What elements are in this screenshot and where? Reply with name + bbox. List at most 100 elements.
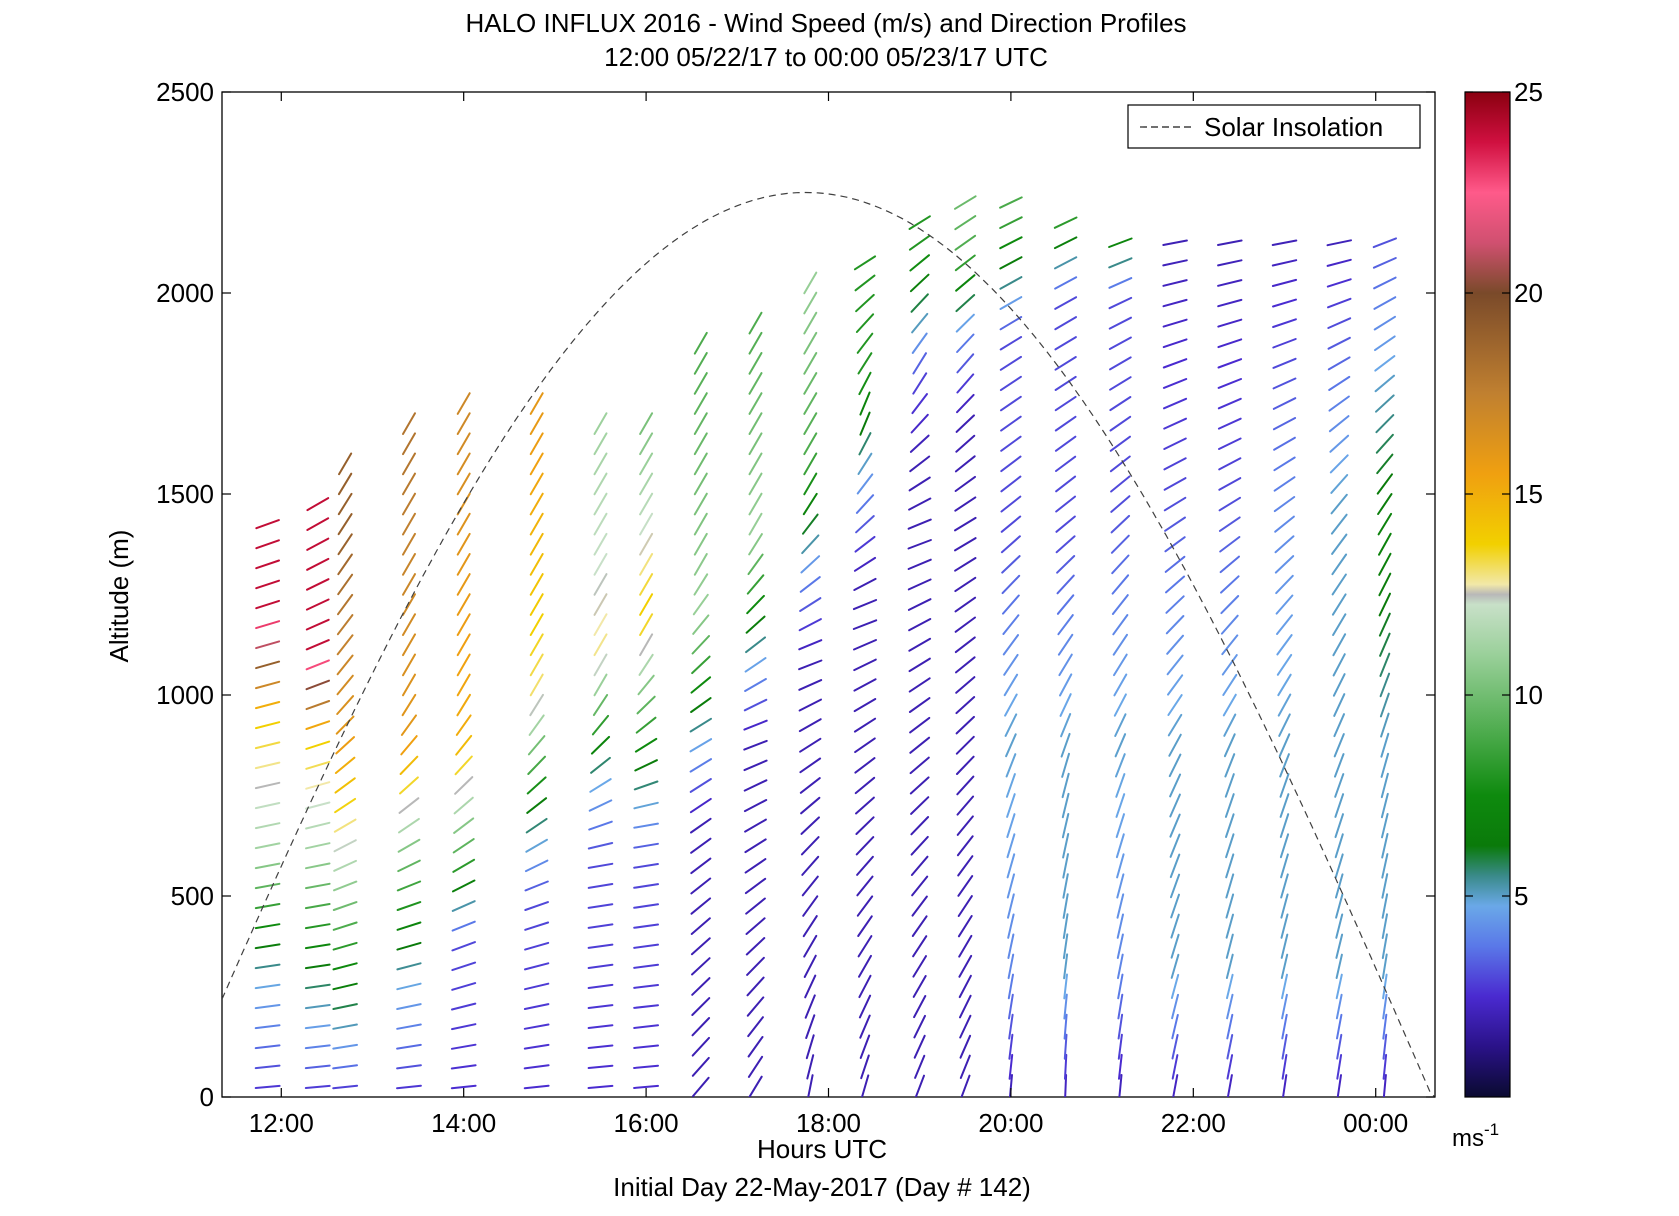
wind-arrow — [255, 701, 281, 710]
wind-arrow — [1335, 953, 1343, 979]
wind-arrow — [402, 553, 416, 576]
wind-arrow — [748, 352, 763, 375]
wind-arrow — [1000, 535, 1021, 554]
wind-arrow — [798, 618, 822, 632]
wind-arrow — [1376, 473, 1393, 495]
wind-arrow — [1171, 1014, 1179, 1040]
colorbar-tick-label: 5 — [1514, 881, 1528, 911]
wind-arrow — [1112, 614, 1129, 636]
wind-arrow — [1110, 495, 1131, 513]
wind-arrow — [639, 593, 654, 616]
wind-arrow — [1117, 973, 1124, 1000]
wind-arrow — [593, 472, 608, 496]
wind-arrow — [798, 698, 822, 712]
wind-arrow — [1334, 833, 1344, 859]
wind-arrow — [1000, 415, 1022, 432]
wind-arrow — [743, 719, 768, 731]
wind-arrow — [1116, 933, 1124, 959]
wind-arrow — [396, 982, 422, 991]
wind-arrow — [955, 696, 976, 715]
wind-arrow — [526, 776, 547, 795]
wind-arrow — [1217, 239, 1243, 246]
wind-arrow — [338, 452, 353, 476]
wind-arrow — [524, 859, 549, 873]
wind-arrow — [1110, 475, 1131, 493]
wind-arrow — [956, 353, 975, 374]
wind-arrow — [854, 757, 876, 774]
wind-arrow — [1218, 457, 1242, 471]
wind-arrow — [1378, 572, 1392, 597]
wind-arrow — [456, 532, 471, 556]
wind-arrow — [639, 472, 654, 496]
wind-arrow — [524, 962, 550, 971]
wind-arrow — [593, 412, 608, 435]
wind-arrow — [1060, 732, 1071, 758]
wind-arrow — [1007, 953, 1015, 980]
wind-arrow — [1334, 773, 1345, 798]
wind-arrow — [852, 619, 878, 630]
wind-arrow — [1008, 1053, 1014, 1080]
wind-arrow — [1167, 674, 1184, 696]
wind-arrow — [1376, 453, 1394, 475]
wind-arrow — [693, 512, 708, 536]
wind-arrow — [853, 678, 877, 692]
wind-arrow — [254, 761, 281, 770]
wind-arrow — [1217, 318, 1243, 328]
wind-arrow — [1226, 1034, 1234, 1060]
wind-arrow — [529, 573, 544, 596]
colorbar-tick-label: 25 — [1514, 77, 1543, 107]
wind-arrow — [806, 1054, 815, 1080]
wind-arrow — [1062, 873, 1069, 899]
wind-arrow — [593, 532, 608, 556]
wind-arrow — [1225, 873, 1235, 899]
wind-arrow — [524, 941, 550, 951]
wind-arrow — [1004, 693, 1018, 717]
wind-arrow — [524, 982, 550, 991]
wind-arrow — [955, 274, 976, 292]
wind-arrow — [587, 1024, 614, 1029]
wind-arrow — [1005, 753, 1017, 778]
wind-arrow — [1117, 1013, 1124, 1040]
wind-arrow — [746, 996, 765, 1017]
wind-arrow — [254, 983, 281, 990]
wind-arrow — [1217, 378, 1242, 389]
wind-arrow — [304, 1084, 331, 1089]
wind-arrow — [1114, 713, 1127, 737]
wind-arrow — [1115, 833, 1125, 859]
wind-arrow — [1326, 258, 1352, 267]
wind-arrow — [1273, 496, 1296, 513]
wind-arrow — [1163, 457, 1187, 471]
wind-arrow — [1111, 554, 1130, 575]
y-tick-label: 2500 — [156, 77, 214, 107]
wind-arrow — [1273, 436, 1296, 451]
wind-arrow — [909, 273, 930, 293]
wind-arrow — [337, 593, 354, 616]
wind-arrow — [693, 472, 708, 496]
wind-arrow — [587, 983, 614, 989]
wind-arrow — [1006, 833, 1016, 859]
plot-area: 12:00 14:00 16:00 18:00 20:00 22:00 00:00 0 500… — [156, 77, 1436, 1138]
y-tick-label: 0 — [200, 1082, 214, 1112]
wind-arrow — [1224, 773, 1235, 798]
wind-arrow — [859, 1034, 871, 1059]
wind-arrow — [1059, 693, 1072, 717]
wind-arrow — [523, 1084, 550, 1090]
wind-arrow — [859, 411, 871, 436]
wind-arrow — [633, 903, 659, 909]
wind-arrow — [1226, 1054, 1234, 1080]
wind-arrow — [633, 1084, 659, 1089]
wind-arrow — [748, 533, 763, 556]
wind-arrow — [1170, 893, 1180, 919]
wind-arrow — [332, 1003, 358, 1010]
wind-arrow — [1168, 733, 1182, 757]
wind-arrow — [957, 875, 974, 897]
wind-arrow — [1062, 933, 1069, 960]
wind-arrow — [1372, 257, 1397, 269]
wind-arrow — [453, 817, 475, 834]
wind-arrow — [1225, 913, 1234, 939]
wind-arrow — [396, 1003, 422, 1010]
wind-arrow — [1380, 752, 1390, 778]
wind-arrow — [633, 943, 659, 949]
wind-arrow — [1000, 515, 1022, 533]
wind-arrow — [799, 777, 821, 794]
